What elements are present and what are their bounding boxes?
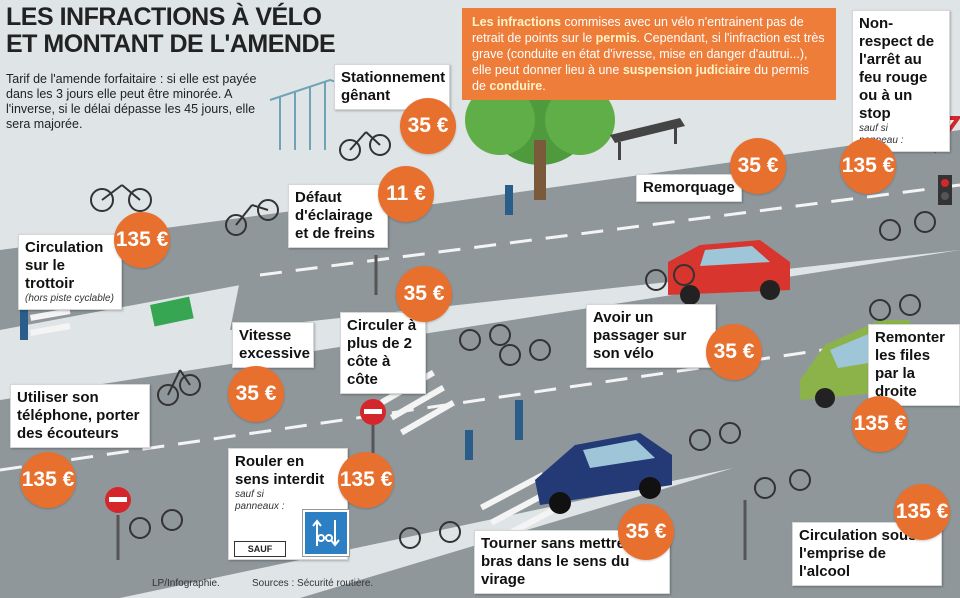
- no-entry-sign-icon: [105, 487, 131, 513]
- callout-feu-rouge: Non-respect de l'arrêt au feu rouge ou à…: [852, 10, 950, 152]
- title-line-1: LES INFRACTIONS À VÉLO: [6, 3, 322, 31]
- callout-remonter-files: Remonter les files par la droite: [868, 324, 960, 406]
- callout-label: Défaut d'éclairage et de freins: [295, 189, 376, 242]
- page-title: LES INFRACTIONS À VÉLO ET MONTANT DE L'A…: [6, 3, 336, 58]
- fine-badge: 135 €: [894, 484, 950, 540]
- callout-label: Avoir un passager sur son vélo: [593, 309, 687, 362]
- red-car-illustration: [668, 240, 790, 305]
- callout-label: Tourner sans mettre le bras dans le sens…: [481, 535, 642, 588]
- callout-label: Circulation sous l'emprise de l'alcool: [799, 527, 917, 580]
- fine-badge: 35 €: [400, 98, 456, 154]
- credit-sources: Sources : Sécurité routière.: [252, 578, 374, 589]
- callout-label: Stationnement gênant: [341, 69, 446, 104]
- bike-lane-marking: [149, 296, 194, 327]
- cyclists-illustration: [90, 131, 936, 549]
- fine-badge: 11 €: [378, 166, 434, 222]
- callout-label: Remorquage: [643, 179, 735, 196]
- info-text: .: [542, 79, 546, 93]
- fine-badge: 135 €: [840, 138, 896, 194]
- info-text: commises avec un vélo n'entrainent pas d…: [472, 15, 804, 45]
- callout-note: (hors piste cyclable): [25, 293, 114, 304]
- info-text: du permis de: [472, 63, 809, 93]
- info-box: Les infractions commises avec un vélo n'…: [462, 8, 836, 100]
- bike-allowed-sign-icon: [303, 510, 349, 556]
- title-line-2: ET MONTANT DE L'AMENDE: [6, 30, 336, 58]
- no-entry-sign-icon: [360, 399, 386, 425]
- fine-badge: 35 €: [228, 366, 284, 422]
- callout-eclairage: Défaut d'éclairage et de freins: [288, 184, 388, 248]
- info-text: . Cependant, si l'infraction est très gr…: [472, 31, 825, 77]
- fine-badge: 35 €: [396, 266, 452, 322]
- info-bold: conduire: [489, 79, 543, 93]
- info-bold: permis: [595, 31, 637, 45]
- blue-car-illustration: [535, 433, 672, 514]
- info-bold: Les infractions: [472, 15, 561, 29]
- fine-badge: 135 €: [20, 452, 76, 508]
- fine-badge: 35 €: [730, 138, 786, 194]
- traffic-light-icon: [938, 175, 952, 205]
- fine-badge: 35 €: [706, 324, 762, 380]
- callout-label: Utiliser son téléphone, porter des écout…: [17, 389, 140, 442]
- callout-trottoir: Circulation sur le trottoir (hors piste c…: [18, 234, 122, 310]
- callout-cote-a-cote: Circuler à plus de 2 côte à côte: [340, 312, 426, 394]
- callout-telephone: Utiliser son téléphone, porter des écout…: [10, 384, 150, 448]
- callout-label: Non-respect de l'arrêt au feu rouge ou à…: [859, 15, 935, 122]
- fine-badge: 135 €: [338, 452, 394, 508]
- callout-label: Vitesse excessive: [239, 327, 310, 362]
- fine-badge: 135 €: [852, 396, 908, 452]
- sauf-bike-sign: SAUF: [234, 541, 286, 557]
- callout-note: sauf si panneaux :: [235, 489, 285, 512]
- callout-vitesse: Vitesse excessive: [232, 322, 314, 368]
- pedestrians-illustration: [20, 185, 523, 460]
- callout-label: Circulation sur le trottoir: [25, 239, 104, 292]
- callout-passager: Avoir un passager sur son vélo: [586, 304, 716, 368]
- info-bold: suspension judiciaire: [622, 63, 751, 77]
- fine-badge: 135 €: [114, 212, 170, 268]
- callout-remorquage: Remorquage: [636, 174, 742, 202]
- intro-text: Tarif de l'amende forfaitaire : si elle …: [6, 72, 257, 131]
- callout-label: Rouler en sens interdit: [235, 453, 325, 488]
- callout-label: Circuler à plus de 2 côte à côte: [347, 317, 417, 388]
- callout-label: Remonter les files par la droite: [875, 329, 946, 400]
- fine-badge: 35 €: [618, 504, 674, 560]
- bench-illustration: [610, 118, 685, 160]
- credit-infographie: LP/Infographie.: [152, 578, 220, 589]
